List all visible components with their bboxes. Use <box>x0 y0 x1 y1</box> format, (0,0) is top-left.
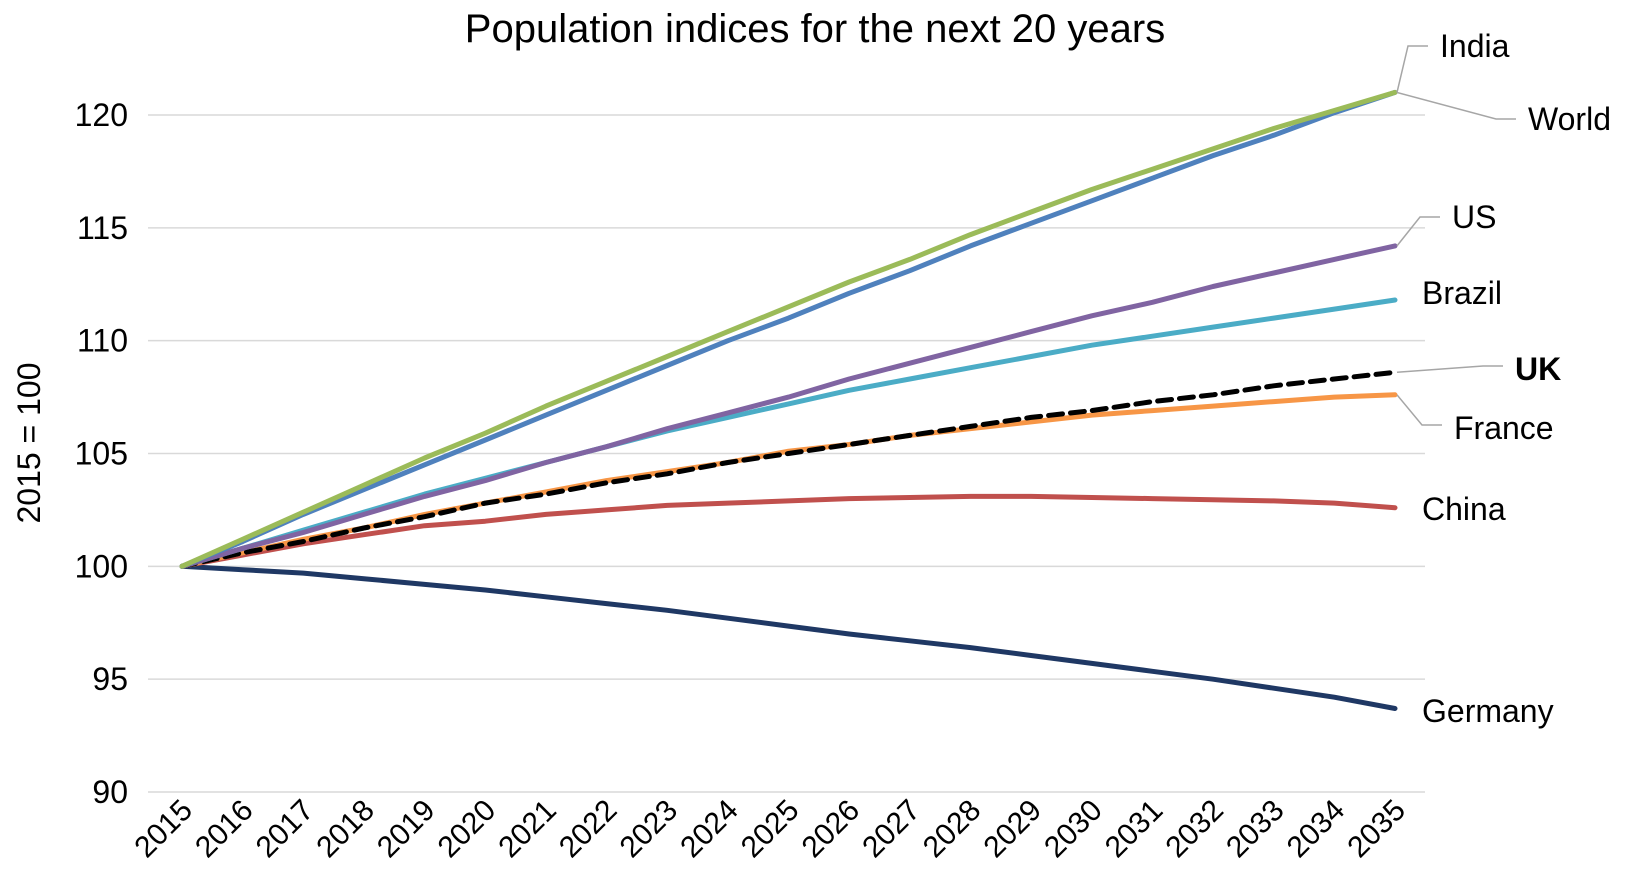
x-tick-label: 2019 <box>371 794 442 865</box>
y-tick-label: 100 <box>75 548 128 584</box>
x-tick-label: 2021 <box>492 794 563 865</box>
chart-title: Population indices for the next 20 years <box>465 7 1165 51</box>
x-tick-label: 2015 <box>128 794 199 865</box>
x-tick-label: 2026 <box>796 794 867 865</box>
leader-line-us <box>1396 216 1440 247</box>
leader-line-uk <box>1396 365 1503 374</box>
x-tick-label: 2024 <box>674 794 745 865</box>
x-tick-label: 2034 <box>1281 794 1352 865</box>
series-labels: India World US Brazil UK France China Germany <box>1396 28 1611 729</box>
x-tick-label: 2033 <box>1220 794 1291 865</box>
x-tick-label: 2025 <box>735 794 806 865</box>
x-tick-label: 2018 <box>310 794 381 865</box>
y-tick-label: 120 <box>75 97 128 133</box>
leader-line-france <box>1396 394 1442 426</box>
series-label-us: US <box>1452 199 1496 235</box>
x-tick-label: 2017 <box>250 794 321 865</box>
x-tick-label: 2035 <box>1341 794 1412 865</box>
series-label-china: China <box>1422 491 1506 527</box>
x-tick-label: 2023 <box>614 794 685 865</box>
series-line-india <box>179 89 1398 569</box>
x-tick-label: 2030 <box>1038 794 1109 865</box>
series-line-france <box>179 392 1398 569</box>
x-tick-label: 2031 <box>1099 794 1170 865</box>
series-line-world <box>179 89 1398 569</box>
y-axis-ticks: 90 95 100 105 110 115 120 <box>75 97 128 810</box>
series-label-uk: UK <box>1515 351 1561 387</box>
x-tick-label: 2029 <box>978 794 1049 865</box>
x-tick-label: 2016 <box>189 794 260 865</box>
series-line-uk <box>179 369 1398 569</box>
series-line-china <box>179 493 1398 569</box>
x-tick-label: 2020 <box>432 794 503 865</box>
y-tick-label: 110 <box>77 323 128 359</box>
x-tick-label: 2032 <box>1159 794 1230 865</box>
series-lines <box>179 89 1398 711</box>
x-tick-label: 2027 <box>856 794 927 865</box>
y-tick-label: 90 <box>92 774 128 810</box>
series-line-us <box>179 243 1398 569</box>
x-tick-label: 2028 <box>917 794 988 865</box>
y-tick-label: 105 <box>75 436 128 472</box>
series-label-brazil: Brazil <box>1422 275 1502 311</box>
leader-line-india <box>1396 45 1428 93</box>
x-axis-ticks: 2015201620172018201920202021202220232024… <box>128 794 1412 865</box>
series-label-world: World <box>1528 101 1611 137</box>
y-tick-label: 95 <box>92 661 128 697</box>
gridlines <box>148 114 1425 793</box>
y-axis-label: 2015 = 100 <box>11 362 47 523</box>
series-label-india: India <box>1440 28 1510 64</box>
series-label-france: France <box>1454 410 1554 446</box>
x-tick-label: 2022 <box>553 794 624 865</box>
series-label-germany: Germany <box>1422 693 1554 729</box>
leader-line-world <box>1396 91 1516 120</box>
series-line-germany <box>179 563 1398 711</box>
y-tick-label: 115 <box>77 210 128 246</box>
